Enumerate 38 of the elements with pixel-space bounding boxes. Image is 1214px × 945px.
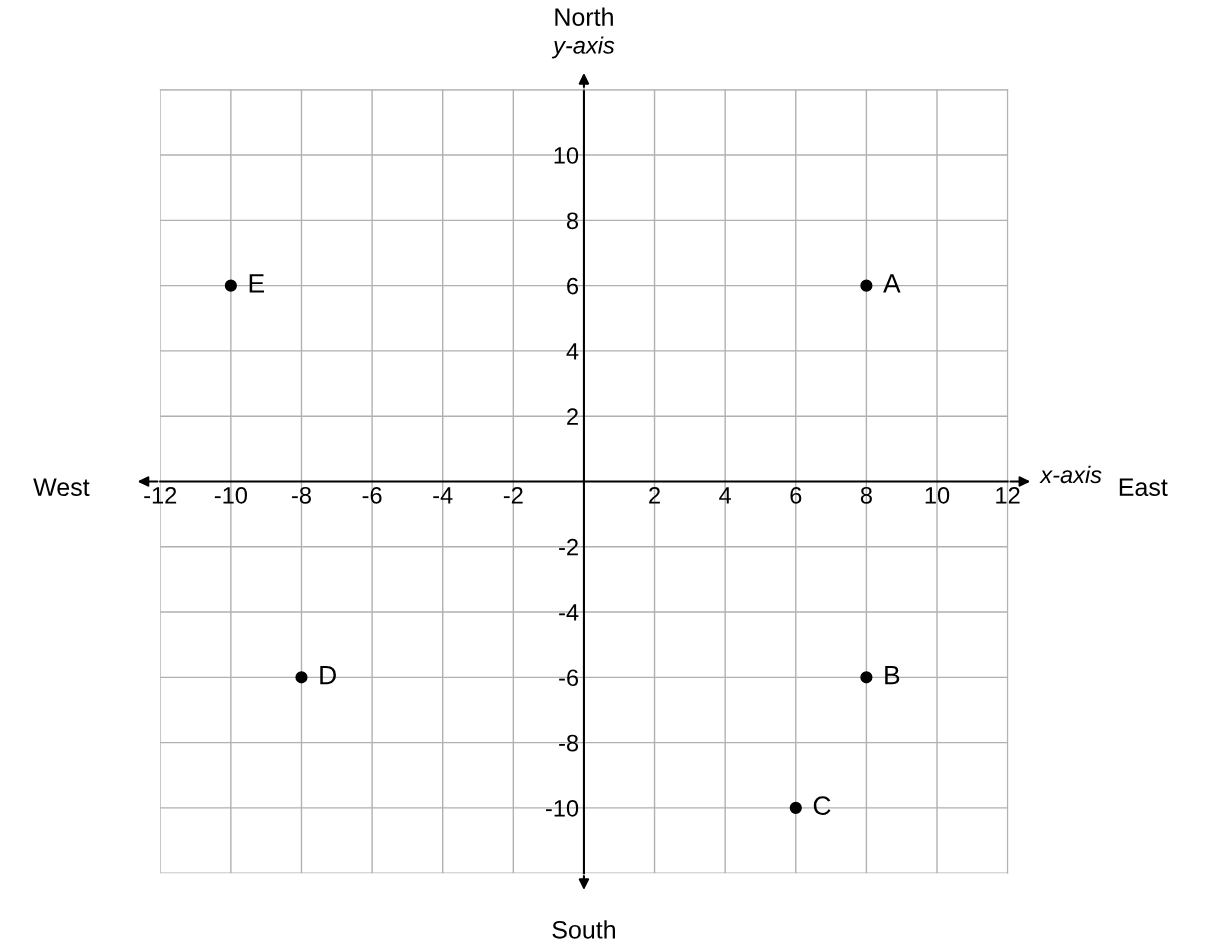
x-tick-label: 2 bbox=[649, 486, 660, 504]
y-tick-label: 8 bbox=[566, 212, 579, 230]
point bbox=[789, 801, 802, 814]
x-tick-label: -6 bbox=[362, 486, 382, 504]
text: East bbox=[1119, 478, 1168, 497]
annotation: D bbox=[320, 666, 336, 685]
y-tick-label: -2 bbox=[559, 538, 578, 556]
x-tick-label: 10 bbox=[925, 486, 950, 504]
x-tick-label: 8 bbox=[860, 486, 872, 504]
y-tick-label: 10 bbox=[554, 147, 579, 164]
x-tick-label: -2 bbox=[503, 486, 523, 504]
y-tick-label: -8 bbox=[559, 734, 579, 752]
y-tick-label: 6 bbox=[567, 277, 579, 295]
point bbox=[860, 279, 873, 292]
annotation: B bbox=[885, 666, 900, 685]
text: West bbox=[33, 478, 90, 497]
text: South bbox=[552, 920, 615, 939]
x-tick-label: 12 bbox=[996, 486, 1020, 504]
y-tick-label: 2 bbox=[567, 408, 578, 425]
x-tick-label: 6 bbox=[790, 486, 802, 504]
y-tick-label: -4 bbox=[559, 604, 579, 621]
y-tick-label: -10 bbox=[546, 799, 579, 817]
annotation: E bbox=[249, 274, 264, 293]
y-tick-label: -6 bbox=[559, 669, 579, 687]
point bbox=[224, 279, 237, 292]
x-tick-label: -12 bbox=[144, 486, 177, 504]
point bbox=[295, 671, 308, 684]
y-axis-title: y-axis bbox=[551, 36, 615, 59]
x-tick-label: 4 bbox=[719, 487, 732, 504]
annotation: A bbox=[883, 274, 901, 293]
x-tick-label: -8 bbox=[292, 486, 311, 504]
y-tick-label: 4 bbox=[566, 343, 579, 360]
x-axis-title: x-axis bbox=[1039, 465, 1102, 484]
annotation: C bbox=[813, 796, 831, 815]
x-tick-label: -10 bbox=[214, 486, 247, 504]
x-tick-label: -4 bbox=[433, 487, 453, 504]
text: North bbox=[555, 7, 613, 26]
point bbox=[860, 671, 873, 684]
